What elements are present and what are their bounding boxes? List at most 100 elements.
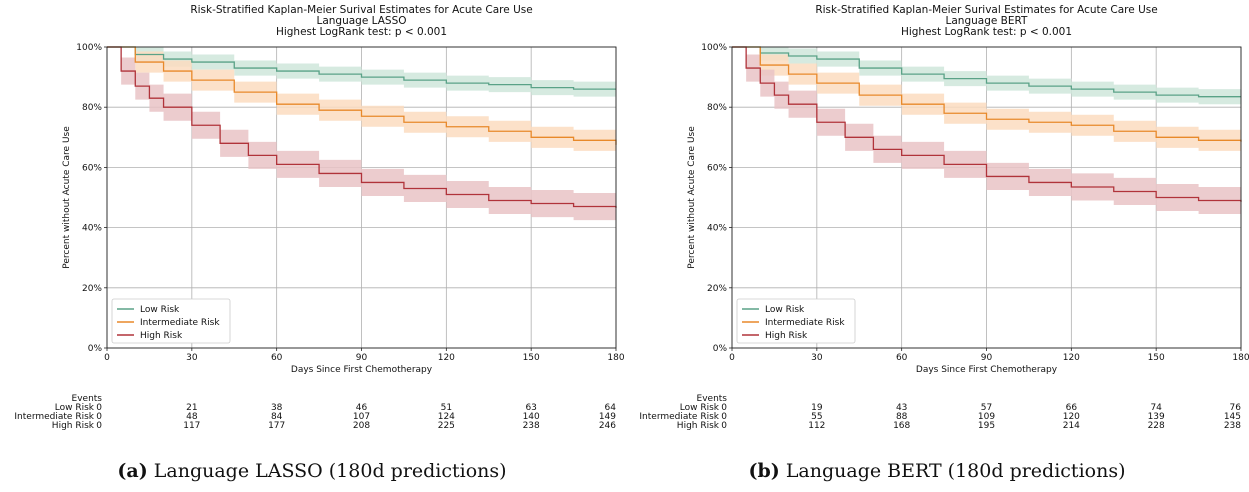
legend: Low Risk Intermediate Risk High Risk <box>111 298 231 344</box>
y-tick-label: 80% <box>82 103 102 113</box>
legend-label-intermediate: Intermediate Risk <box>140 318 220 328</box>
events-count-cell: 38 <box>271 403 283 413</box>
events-count-cell: 0 <box>96 412 102 422</box>
chart-title-line: Highest LogRank test: p < 0.001 <box>901 26 1072 38</box>
x-axis-label: Days Since First Chemotherapy <box>916 365 1058 375</box>
survival-line-high <box>732 46 1242 203</box>
y-tick-label: 100% <box>701 43 727 53</box>
survival-line-intermediate <box>732 46 1242 142</box>
x-tick-label: 90 <box>981 353 993 363</box>
x-tick-label: 60 <box>271 353 283 363</box>
events-count-cell: 112 <box>808 421 825 431</box>
events-count-cell: 19 <box>811 403 823 413</box>
events-count-cell: 109 <box>978 412 995 422</box>
events-count-cell: 63 <box>525 403 536 413</box>
y-tick-label: 60% <box>82 163 102 173</box>
figure-caption-b: (b) Language BERT (180d predictions) <box>625 460 1249 482</box>
events-count-cell: 51 <box>441 403 452 413</box>
x-axis-label: Days Since First Chemotherapy <box>291 365 433 375</box>
legend-label-low: Low Risk <box>765 305 805 315</box>
events-count-cell: 208 <box>353 421 370 431</box>
events-count-cell: 76 <box>1230 403 1242 413</box>
events-count-cell: 238 <box>1224 421 1241 431</box>
events-count-cell: 124 <box>438 412 455 422</box>
legend-label-high: High Risk <box>765 331 808 341</box>
legend-label-high: High Risk <box>140 331 183 341</box>
x-tick-label: 150 <box>523 353 540 363</box>
events-count-cell: 246 <box>599 421 616 431</box>
events-header: Events <box>697 394 728 404</box>
legend-label-low: Low Risk <box>140 305 180 315</box>
y-tick-label: 40% <box>707 224 727 234</box>
legend-box <box>736 298 856 344</box>
events-row-label: Low Risk <box>680 403 720 413</box>
events-count-cell: 0 <box>96 403 102 413</box>
events-count-cell: 117 <box>183 421 200 431</box>
y-tick-label: 60% <box>707 163 727 173</box>
y-tick-label: 20% <box>82 284 102 294</box>
x-tick-label: 30 <box>186 353 198 363</box>
events-count-cell: 149 <box>599 412 616 422</box>
caption-label: (a) <box>117 460 148 482</box>
legend-label-intermediate: Intermediate Risk <box>765 318 845 328</box>
confidence-band-high <box>732 47 1241 216</box>
y-tick-label: 100% <box>76 43 102 53</box>
events-count-cell: 195 <box>978 421 995 431</box>
events-row-label: High Risk <box>52 421 95 431</box>
events-count-cell: 107 <box>353 412 370 422</box>
y-tick-label: 80% <box>707 103 727 113</box>
events-count-cell: 0 <box>721 412 727 422</box>
y-axis-label: Percent without Acute Care Use <box>687 126 697 269</box>
events-count-cell: 0 <box>721 421 727 431</box>
events-count-cell: 120 <box>1063 412 1080 422</box>
x-tick-label: 0 <box>104 353 110 363</box>
km-chart-bert: Risk-Stratified Kaplan-Meier Surival Est… <box>639 4 1249 431</box>
chart-title-line: Language BERT <box>946 15 1029 27</box>
events-count-cell: 74 <box>1150 403 1162 413</box>
events-count-cell: 238 <box>523 421 540 431</box>
chart-title-line: Risk-Stratified Kaplan-Meier Surival Est… <box>190 4 532 16</box>
y-tick-label: 0% <box>713 344 728 354</box>
figure-caption-a: (a) Language LASSO (180d predictions) <box>0 460 624 482</box>
chart-title-line: Risk-Stratified Kaplan-Meier Surival Est… <box>815 4 1157 16</box>
chart-title-line: Language LASSO <box>316 15 406 27</box>
km-chart-lasso: Risk-Stratified Kaplan-Meier Surival Est… <box>14 4 624 431</box>
events-count-cell: 88 <box>896 412 908 422</box>
events-row-label: High Risk <box>677 421 720 431</box>
y-axis-label: Percent without Acute Care Use <box>62 126 72 269</box>
x-tick-label: 30 <box>811 353 823 363</box>
x-tick-label: 120 <box>438 353 455 363</box>
x-tick-label: 60 <box>896 353 908 363</box>
events-count-cell: 46 <box>356 403 368 413</box>
events-count-cell: 0 <box>721 403 727 413</box>
events-count-cell: 177 <box>268 421 285 431</box>
x-tick-label: 180 <box>1232 353 1249 363</box>
events-row-label: Intermediate Risk <box>639 412 719 422</box>
x-tick-label: 180 <box>607 353 624 363</box>
events-count-cell: 168 <box>893 421 910 431</box>
y-tick-label: 20% <box>707 284 727 294</box>
events-count-cell: 0 <box>96 421 102 431</box>
survival-line-low <box>107 46 616 90</box>
events-count-cell: 84 <box>271 412 283 422</box>
legend-box <box>111 298 231 344</box>
y-tick-label: 40% <box>82 224 102 234</box>
caption-label: (b) <box>748 460 780 482</box>
x-tick-label: 150 <box>1148 353 1165 363</box>
legend: Low Risk Intermediate Risk High Risk <box>736 298 856 344</box>
survival-line-high <box>107 46 617 209</box>
survival-line-low <box>732 46 1241 98</box>
events-count-cell: 139 <box>1148 412 1165 422</box>
x-tick-label: 0 <box>729 353 735 363</box>
x-tick-label: 120 <box>1063 353 1080 363</box>
events-count-cell: 225 <box>438 421 455 431</box>
events-count-cell: 43 <box>896 403 907 413</box>
km-chart-bert-panel: Risk-Stratified Kaplan-Meier Surival Est… <box>625 0 1249 492</box>
events-count-cell: 66 <box>1066 403 1078 413</box>
caption-text: Language LASSO (180d predictions) <box>153 460 507 482</box>
events-count-cell: 145 <box>1224 412 1241 422</box>
events-row-label: Intermediate Risk <box>14 412 94 422</box>
y-tick-label: 0% <box>88 344 103 354</box>
